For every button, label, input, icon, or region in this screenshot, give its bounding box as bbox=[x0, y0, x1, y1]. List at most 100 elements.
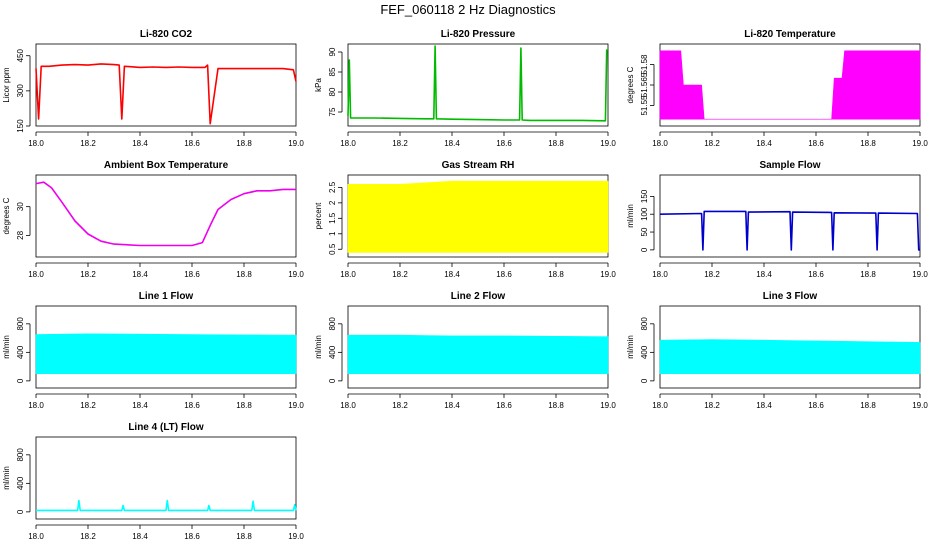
y-tick-label: 51.565 bbox=[640, 72, 649, 97]
x-tick-label: 18.0 bbox=[340, 401, 356, 410]
y-axis-label: ml/min bbox=[314, 335, 323, 359]
y-tick-label: 0.5 bbox=[328, 243, 337, 255]
y-tick-label: 800 bbox=[328, 317, 337, 331]
x-tick-label: 18.2 bbox=[704, 139, 720, 148]
panel-li820-pressure: Li-820 Pressure 18.0 18.2 18.4 18.6 18.8 19.0 7… bbox=[314, 29, 616, 148]
y-tick-label: 30 bbox=[16, 202, 25, 211]
y-axis-label: ml/min bbox=[2, 466, 11, 490]
x-tick-label: 18.8 bbox=[548, 401, 564, 410]
x-tick-label: 18.4 bbox=[756, 270, 772, 279]
x-tick-label: 18.0 bbox=[28, 139, 44, 148]
x-tick-label: 18.2 bbox=[80, 532, 96, 540]
x-tick-label: 18.0 bbox=[28, 401, 44, 410]
panel-line-1-flow: Line 1 Flow 18.0 18.2 18.4 18.6 18.8 19.0 0 400 8… bbox=[2, 291, 304, 410]
y-tick-label: 800 bbox=[16, 448, 25, 462]
y-tick-label: 28 bbox=[16, 230, 25, 239]
y-tick-label: 450 bbox=[16, 48, 25, 62]
x-tick-label: 18.4 bbox=[444, 401, 460, 410]
x-tick-label: 18.6 bbox=[496, 401, 512, 410]
x-tick-label: 18.4 bbox=[132, 139, 148, 148]
x-tick-label: 18.8 bbox=[548, 270, 564, 279]
y-tick-label: 400 bbox=[16, 345, 25, 359]
x-tick-label: 18.6 bbox=[184, 139, 200, 148]
y-tick-label: 100 bbox=[640, 207, 649, 221]
series-line bbox=[659, 210, 920, 251]
panel-title: Ambient Box Temperature bbox=[104, 160, 229, 171]
y-tick-label: 0 bbox=[16, 378, 25, 383]
x-tick-label: 18.0 bbox=[340, 139, 356, 148]
x-tick-label: 18.6 bbox=[184, 270, 200, 279]
x-tick-label: 18.8 bbox=[860, 401, 876, 410]
series-band bbox=[347, 180, 609, 253]
x-tick-label: 18.2 bbox=[392, 270, 408, 279]
plot-frame bbox=[35, 436, 297, 520]
plot-frame bbox=[347, 43, 609, 127]
y-tick-label: 75 bbox=[328, 107, 337, 116]
page-title: FEF_060118 2 Hz Diagnostics bbox=[380, 2, 556, 17]
x-tick-label: 18.2 bbox=[80, 401, 96, 410]
x-tick-label: 18.6 bbox=[808, 401, 824, 410]
x-tick-label: 18.4 bbox=[132, 270, 148, 279]
series-band bbox=[659, 339, 921, 374]
plot-frame bbox=[659, 174, 921, 258]
y-tick-label: 50 bbox=[640, 227, 649, 236]
x-tick-label: 18.0 bbox=[652, 270, 668, 279]
y-tick-label: 51.55 bbox=[640, 95, 649, 116]
x-tick-label: 18.8 bbox=[860, 270, 876, 279]
panel-ambient-box-temperature: Ambient Box Temperature 18.0 18.2 18.4 18.6 1… bbox=[2, 160, 304, 279]
x-tick-label: 18.6 bbox=[496, 139, 512, 148]
panel-title: Sample Flow bbox=[759, 160, 820, 171]
panel-title: Li-820 Pressure bbox=[441, 29, 516, 40]
y-tick-label: 90 bbox=[328, 47, 337, 56]
y-tick-label: 1.5 bbox=[328, 212, 337, 224]
y-tick-label: 800 bbox=[640, 317, 649, 331]
x-tick-label: 19.0 bbox=[600, 270, 616, 279]
x-tick-label: 18.2 bbox=[392, 139, 408, 148]
x-tick-label: 18.8 bbox=[236, 270, 252, 279]
x-tick-label: 19.0 bbox=[288, 401, 304, 410]
y-tick-label: 400 bbox=[328, 345, 337, 359]
y-tick-label: 80 bbox=[328, 87, 337, 96]
panel-title: Line 4 (LT) Flow bbox=[128, 422, 204, 433]
x-tick-label: 18.2 bbox=[392, 401, 408, 410]
y-tick-label: 0 bbox=[16, 509, 25, 514]
x-tick-label: 18.4 bbox=[444, 270, 460, 279]
x-tick-label: 18.4 bbox=[444, 139, 460, 148]
x-tick-label: 19.0 bbox=[288, 270, 304, 279]
x-tick-label: 18.0 bbox=[652, 139, 668, 148]
y-axis-label: ml/min bbox=[626, 335, 635, 359]
plot-frame bbox=[35, 43, 297, 127]
x-tick-label: 18.2 bbox=[80, 270, 96, 279]
x-tick-label: 18.0 bbox=[652, 401, 668, 410]
y-axis-label: ml/min bbox=[626, 204, 635, 228]
y-axis-label: degrees C bbox=[2, 197, 11, 234]
y-axis-label: percent bbox=[314, 202, 323, 229]
y-axis-label: degrees C bbox=[626, 66, 635, 103]
x-tick-label: 18.8 bbox=[548, 139, 564, 148]
y-tick-label: 0 bbox=[328, 378, 337, 383]
x-tick-label: 18.4 bbox=[132, 532, 148, 540]
y-tick-label: 400 bbox=[640, 345, 649, 359]
y-tick-label: 150 bbox=[16, 119, 25, 133]
panel-li820-temperature: Li-820 Temperature 18.0 18.2 18.4 18.6 18.8 19… bbox=[626, 29, 928, 148]
x-tick-label: 19.0 bbox=[912, 401, 928, 410]
series-line bbox=[36, 499, 297, 512]
y-tick-label: 0 bbox=[640, 378, 649, 383]
x-tick-label: 18.0 bbox=[340, 270, 356, 279]
panel-gas-stream-rh: Gas Stream RH 18.0 18.2 18.4 18.6 18.8 19.0 0.5… bbox=[314, 160, 616, 279]
y-tick-label: 800 bbox=[16, 317, 25, 331]
panel-sample-flow: Sample Flow 18.0 18.2 18.4 18.6 18.8 19.0 0 50 10… bbox=[626, 160, 928, 279]
x-tick-label: 18.4 bbox=[132, 401, 148, 410]
panel-line-4-lt-flow: Line 4 (LT) Flow 18.0 18.2 18.4 18.6 18.8 19.0… bbox=[2, 422, 304, 540]
series-line bbox=[347, 45, 608, 122]
y-tick-label: 2.5 bbox=[328, 181, 337, 193]
x-tick-label: 18.0 bbox=[28, 270, 44, 279]
series-line bbox=[35, 181, 296, 247]
y-axis-label: kPa bbox=[314, 78, 323, 92]
panel-title: Li-820 Temperature bbox=[744, 29, 836, 40]
x-tick-label: 18.4 bbox=[756, 401, 772, 410]
x-tick-label: 19.0 bbox=[600, 139, 616, 148]
y-tick-label: 150 bbox=[640, 189, 649, 203]
x-tick-label: 18.6 bbox=[184, 532, 200, 540]
